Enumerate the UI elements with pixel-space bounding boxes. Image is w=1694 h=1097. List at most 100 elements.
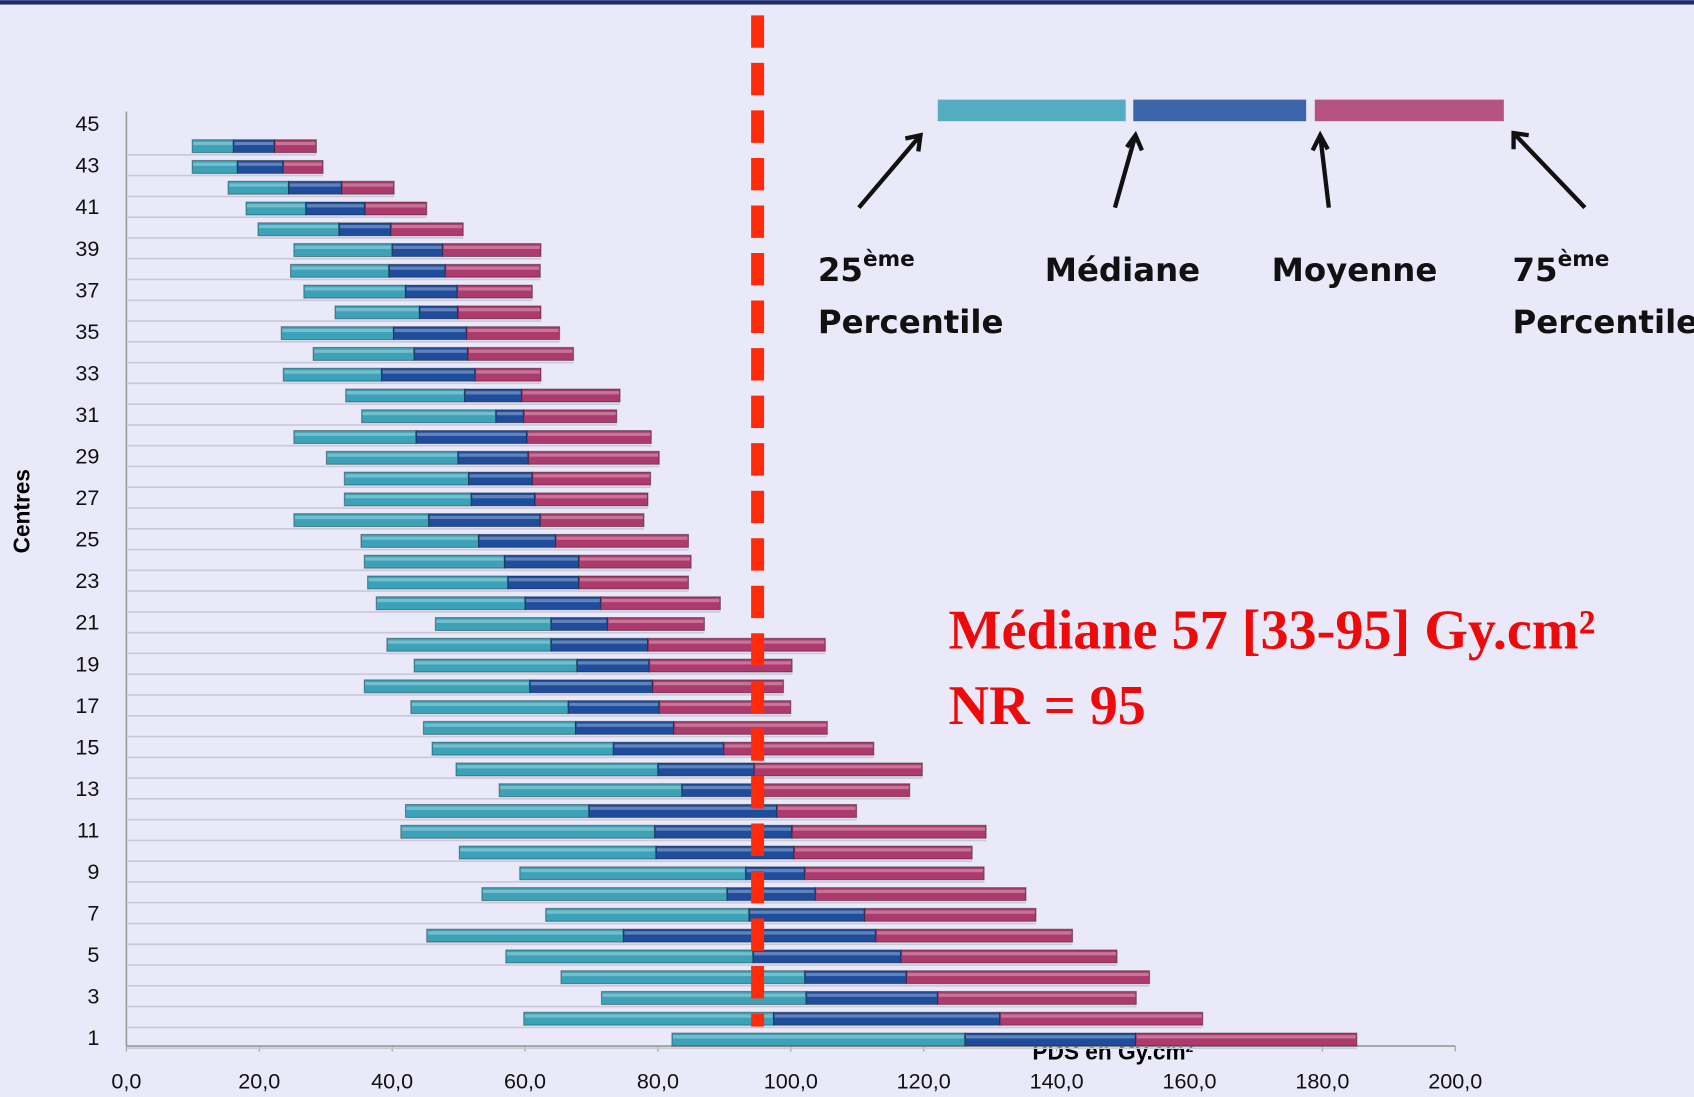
y-tick-label: 5	[87, 942, 99, 967]
bar-segment	[622, 928, 877, 943]
bar-highlight	[424, 723, 575, 727]
bar-highlight	[579, 578, 688, 582]
bar-highlight	[406, 806, 588, 810]
bar-highlight	[807, 993, 937, 997]
bar-highlight	[362, 536, 478, 540]
y-tick-label: 33	[75, 360, 99, 385]
y-tick-label: 7	[87, 901, 99, 926]
bar-highlight	[459, 308, 540, 312]
bar-highlight	[427, 931, 623, 935]
bar-highlight	[655, 827, 792, 831]
bar-highlight	[576, 723, 673, 727]
x-tick-label: 200,0	[1428, 1068, 1482, 1093]
bar-highlight	[284, 162, 322, 166]
bar-highlight	[469, 474, 532, 478]
bar-highlight	[346, 391, 464, 395]
bar-segment	[236, 159, 284, 174]
bar-highlight	[608, 619, 704, 623]
bar-highlight	[387, 640, 550, 644]
bar-segment	[539, 513, 645, 528]
bar-highlight	[533, 474, 650, 478]
legend-arrows	[857, 130, 1587, 210]
bar-highlight	[468, 349, 573, 353]
bar-segment	[495, 409, 525, 424]
x-tick-label: 0,0	[111, 1068, 141, 1093]
bar-highlight	[902, 952, 1116, 956]
bar-segment	[303, 284, 406, 299]
legend-text: Médiane	[1045, 251, 1200, 289]
bar-segment	[588, 803, 778, 819]
bar-segment	[748, 907, 866, 922]
x-tick-label: 140,0	[1030, 1068, 1084, 1093]
bar-segment	[804, 970, 907, 985]
y-tick-label: 25	[75, 527, 99, 552]
bar-segment	[681, 783, 764, 798]
bar-segment	[338, 222, 392, 237]
bar-highlight	[234, 141, 274, 146]
bar-highlight	[294, 515, 428, 520]
bar-highlight	[793, 827, 986, 831]
bar-segment	[334, 305, 420, 320]
bar-highlight	[460, 848, 655, 852]
bar-highlight	[579, 557, 691, 561]
bar-segment	[498, 783, 683, 798]
bar-highlight	[650, 661, 792, 665]
bar-highlight	[520, 868, 745, 873]
bar-highlight	[294, 432, 416, 436]
bar-segment	[442, 243, 542, 258]
bar-segment	[375, 596, 526, 611]
bar-highlight	[624, 931, 875, 935]
annotation: Médiane 57 [33-95] Gy.cm²	[949, 599, 1596, 661]
y-tick-label: 1	[87, 1025, 99, 1050]
bar-segment	[534, 492, 649, 507]
y-tick-label: 21	[75, 610, 99, 635]
bar-highlight	[546, 910, 748, 914]
bar-segment	[293, 243, 393, 258]
bar-highlight	[282, 328, 393, 333]
bar-segment	[400, 824, 656, 839]
bar-segment	[410, 700, 569, 715]
bar-segment	[671, 1032, 966, 1047]
bar-segment	[293, 430, 417, 445]
bar-highlight	[774, 1014, 1000, 1018]
bar-segment	[545, 907, 750, 922]
bar-segment	[964, 1032, 1137, 1047]
bar-highlight	[660, 702, 790, 707]
legend-swatch	[1133, 99, 1307, 122]
legend-swatch	[1314, 99, 1504, 122]
bar-highlight	[577, 661, 649, 665]
bar-segment	[455, 762, 659, 777]
bar-highlight	[365, 557, 504, 561]
arrow	[1511, 130, 1587, 210]
y-tick-label: 43	[75, 153, 99, 178]
y-tick-label: 45	[75, 111, 99, 136]
bar-segment	[415, 430, 528, 445]
bar-highlight	[415, 349, 467, 353]
bar-highlight	[556, 536, 688, 540]
bar-segment	[560, 970, 806, 985]
bar-highlight	[482, 889, 726, 894]
bar-segment	[343, 492, 472, 507]
bar-segment	[257, 222, 340, 237]
bar-highlight	[805, 972, 906, 977]
y-tick-label: 41	[75, 194, 99, 219]
bar-highlight	[193, 141, 233, 146]
bar-segment	[526, 430, 652, 445]
bar-highlight	[459, 453, 528, 457]
bar-segment	[776, 803, 858, 819]
bar-highlight	[394, 328, 466, 333]
bar-highlight	[754, 952, 901, 956]
bar-segment	[390, 222, 464, 237]
bar-segment	[576, 658, 650, 673]
bar-segment	[422, 720, 577, 735]
bar-segment	[905, 970, 1151, 985]
bar-highlight	[443, 245, 540, 249]
bar-highlight	[530, 682, 652, 686]
x-tick-label: 100,0	[764, 1068, 818, 1093]
bar-segment	[654, 824, 793, 839]
y-tick-label: 11	[77, 817, 99, 842]
legend-sup: ème	[863, 247, 915, 272]
bar-segment	[814, 887, 1027, 902]
bar-segment	[793, 845, 973, 860]
bar-segment	[652, 679, 785, 694]
